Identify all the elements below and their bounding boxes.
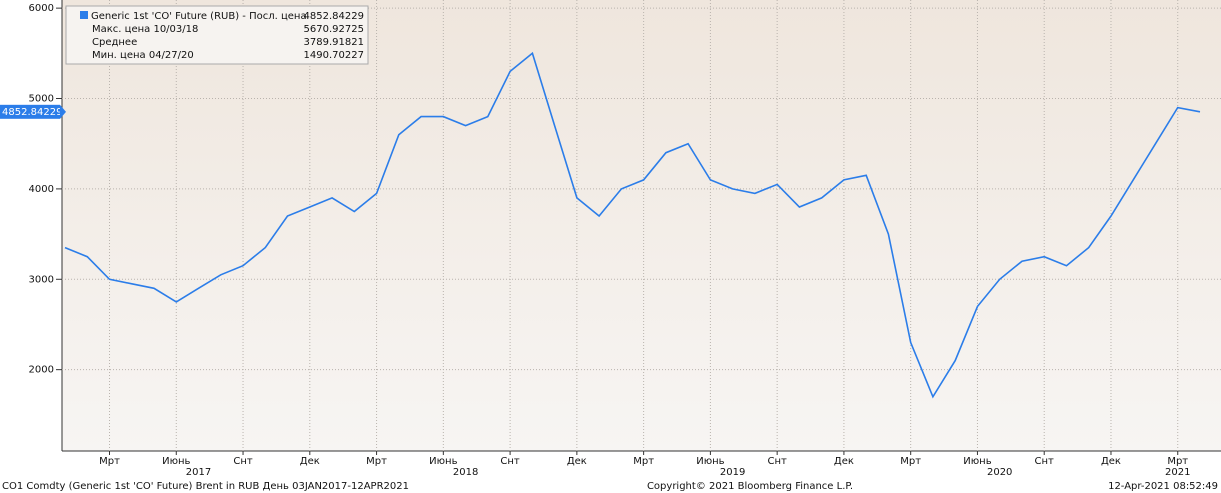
y-tick-label: 6000	[29, 3, 54, 14]
legend-stat-value: 3789.91821	[304, 37, 364, 48]
x-tick-label: Дек	[567, 456, 587, 467]
legend-stat-label: Макс. цена 10/03/18	[92, 24, 198, 35]
x-tick-label: Июнь	[963, 456, 991, 467]
footer-center: Copyright© 2021 Bloomberg Finance L.P.	[647, 481, 853, 492]
x-tick-label: Дек	[1101, 456, 1121, 467]
footer-left: CO1 Comdty (Generic 1st 'CO' Future) Bre…	[2, 481, 409, 492]
last-price-arrow	[60, 104, 66, 119]
last-price-tag	[0, 104, 60, 119]
year-label: 2017	[186, 467, 211, 478]
legend-stat-value: 1490.70227	[304, 50, 364, 61]
x-tick-label: Мрт	[1167, 456, 1188, 467]
x-tick-label: Снт	[500, 456, 520, 467]
x-tick-label: Июнь	[696, 456, 724, 467]
x-tick-label: Июнь	[429, 456, 457, 467]
year-label: 2018	[453, 467, 478, 478]
y-tick-label: 3000	[29, 274, 54, 285]
x-tick-label: Мрт	[366, 456, 387, 467]
legend-box	[65, 5, 369, 65]
x-tick-label: Дек	[300, 456, 320, 467]
legend-title: Generic 1st 'CO' Future (RUB) - Посл. це…	[91, 11, 307, 22]
x-tick-label: Снт	[233, 456, 253, 467]
price-line	[64, 51, 1201, 399]
legend-stat-label: Среднее	[92, 37, 137, 48]
year-label: 2019	[720, 467, 745, 478]
x-tick-label: Мрт	[99, 456, 120, 467]
x-tick-label: Снт	[1035, 456, 1055, 467]
year-label: 2020	[987, 467, 1012, 478]
legend: Generic 1st 'CO' Future (RUB) - Посл. це…	[65, 5, 369, 65]
y-tick-label: 4000	[29, 184, 54, 195]
y-tick-label: 2000	[29, 365, 54, 376]
legend-stat-label: Мин. цена 04/27/20	[92, 50, 194, 61]
legend-swatch	[80, 11, 88, 19]
x-tick-label: Снт	[767, 456, 787, 467]
year-label: 2021	[1165, 467, 1190, 478]
x-tick-label: Дек	[834, 456, 854, 467]
last-price-label: 4852.84229	[2, 107, 62, 118]
y-tick-label: 5000	[29, 94, 54, 105]
plot-area	[62, 0, 1221, 451]
footer-right: 12-Apr-2021 08:52:49	[1108, 481, 1218, 492]
legend-stat-value: 5670.92725	[304, 24, 364, 35]
x-tick-label: Июнь	[162, 456, 190, 467]
legend-value: 4852.84229	[304, 11, 364, 22]
x-tick-label: Мрт	[633, 456, 654, 467]
x-tick-label: Мрт	[900, 456, 921, 467]
